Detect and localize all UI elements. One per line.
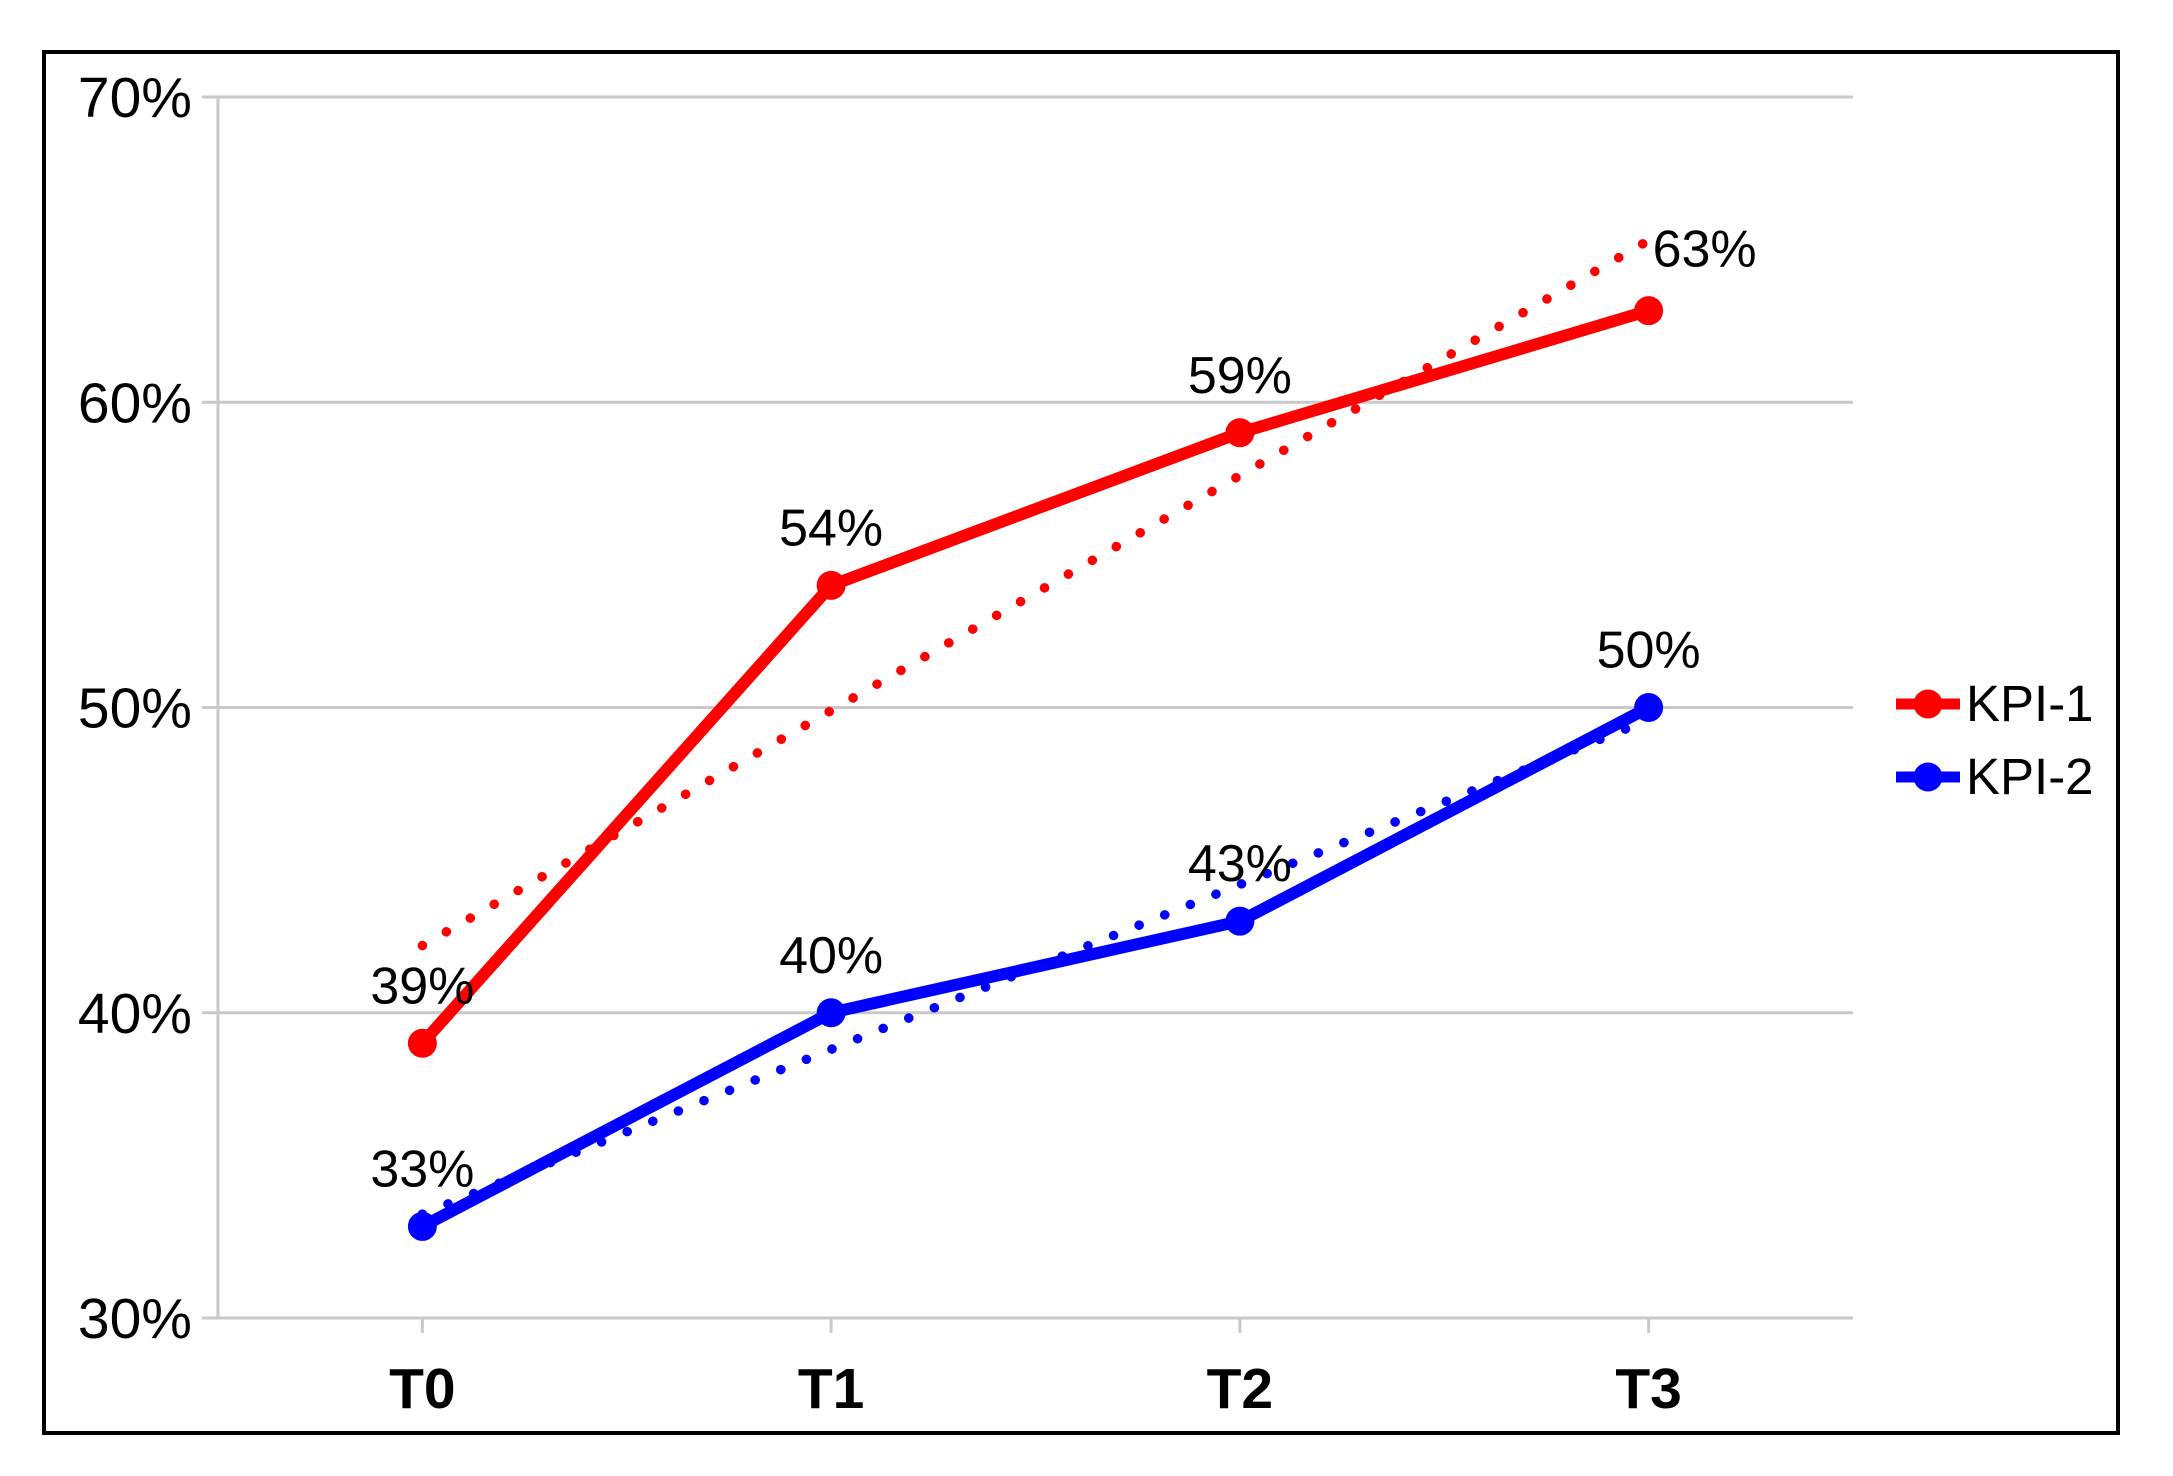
data-point-marker-kpi-1	[407, 1028, 437, 1058]
y-tick-label: 60%	[78, 371, 192, 435]
chart-border-frame	[42, 50, 2120, 1435]
x-category-label: T0	[389, 1357, 456, 1421]
data-point-marker-kpi-2	[1225, 906, 1255, 936]
data-point-marker-kpi-2	[1634, 693, 1664, 722]
data-label-kpi-2: 43%	[1188, 835, 1292, 893]
data-point-marker-kpi-2	[816, 998, 846, 1028]
chart-legend: KPI-1 KPI-2	[1894, 667, 2094, 813]
x-category-label: T2	[1207, 1357, 1274, 1421]
data-label-kpi-2: 33%	[370, 1140, 474, 1198]
data-point-marker-kpi-2	[407, 1211, 437, 1241]
data-label-kpi-2: 40%	[779, 927, 883, 985]
y-tick-label: 40%	[78, 982, 192, 1046]
trendline-kpi-2	[417, 714, 1654, 1219]
x-category-label: T1	[798, 1357, 865, 1421]
x-category-label: T3	[1615, 1357, 1682, 1421]
kpi-2-legend-marker-icon	[1896, 762, 1960, 791]
data-point-marker-kpi-1	[816, 570, 846, 600]
data-label-kpi-1: 54%	[779, 499, 883, 557]
y-tick-label: 30%	[78, 1287, 192, 1351]
y-tick-label: 70%	[78, 66, 192, 130]
data-point-marker-kpi-1	[1634, 296, 1664, 326]
legend-label-kpi-1: KPI-1	[1966, 675, 2094, 732]
y-tick-label: 50%	[78, 677, 192, 741]
data-label-kpi-1: 63%	[1653, 221, 1757, 279]
kpi-1-legend-marker-icon	[1896, 689, 1960, 718]
data-point-marker-kpi-1	[1225, 418, 1255, 448]
series-line-kpi-1	[416, 304, 1655, 1050]
legend-item-kpi-2: KPI-2	[1894, 740, 2094, 813]
data-label-kpi-2: 50%	[1597, 622, 1701, 680]
legend-label-kpi-2: KPI-2	[1966, 748, 2094, 805]
data-label-kpi-1: 59%	[1188, 347, 1292, 405]
legend-item-kpi-1: KPI-1	[1894, 667, 2094, 740]
data-label-kpi-1: 39%	[370, 957, 474, 1015]
